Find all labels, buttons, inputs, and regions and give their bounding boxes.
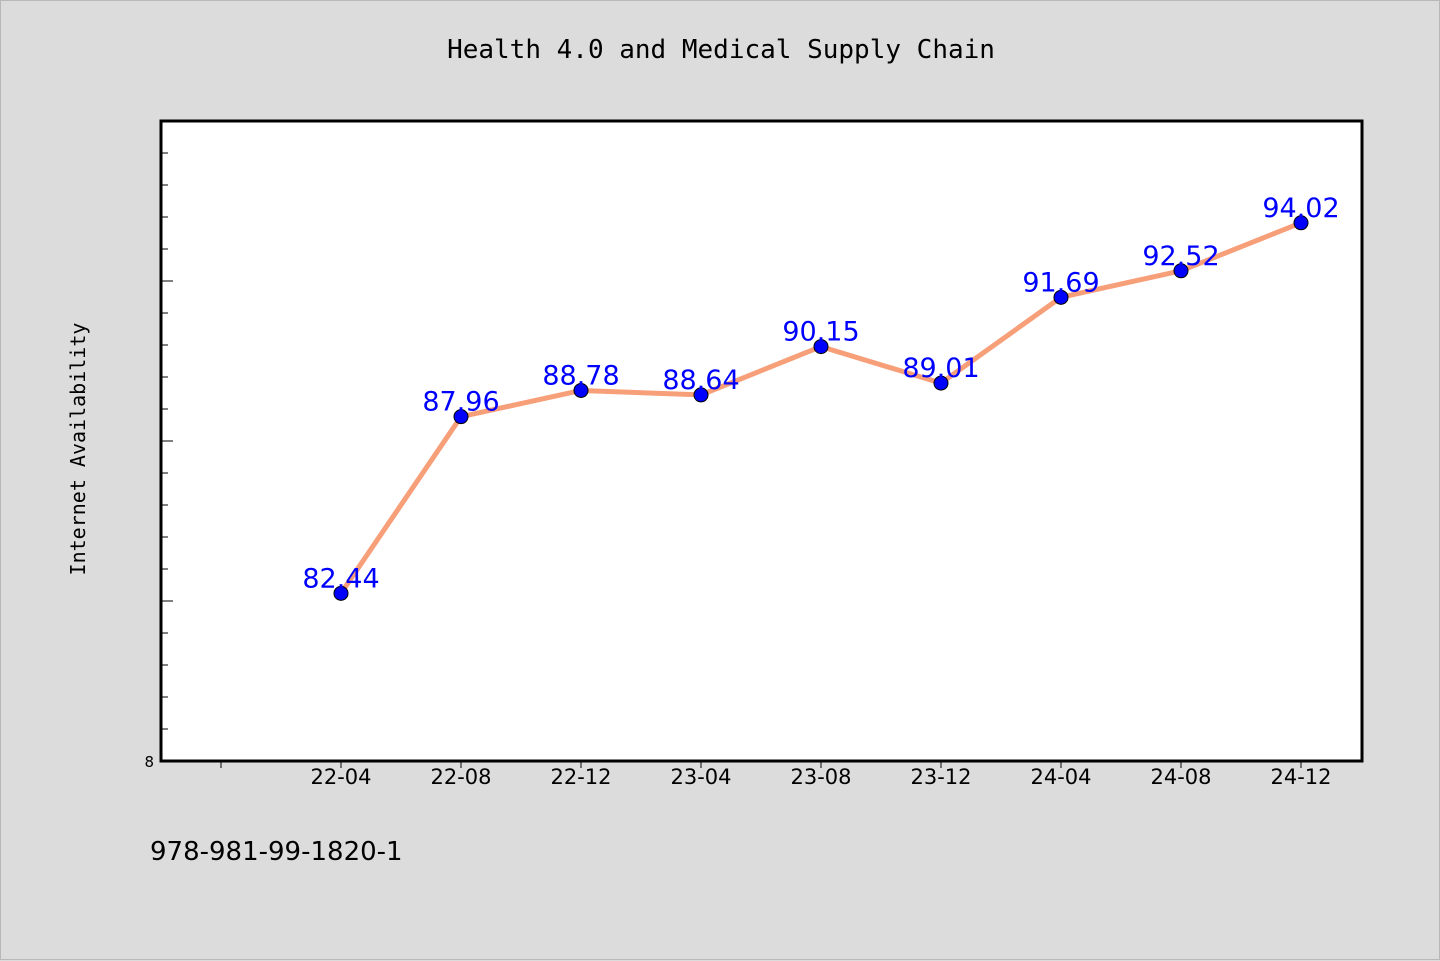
data-label: 94.02 (1262, 193, 1339, 224)
chart-title: Health 4.0 and Medical Supply Chain (447, 35, 995, 65)
data-point-marker (1173, 263, 1189, 279)
data-label: 88.64 (662, 365, 739, 396)
x-tick-label: 24-04 (1030, 765, 1091, 789)
x-tick-label: 24-12 (1270, 765, 1331, 789)
data-label: 91.69 (1022, 267, 1099, 298)
data-label: 90.15 (782, 317, 859, 348)
data-label: 88.78 (542, 360, 619, 391)
data-label: 82.44 (302, 563, 379, 594)
data-point-marker (693, 387, 709, 403)
data-point-marker (333, 585, 349, 601)
y-tick-label: 8 (144, 753, 154, 771)
data-point-marker (933, 375, 949, 391)
data-label: 92.52 (1142, 241, 1219, 272)
data-point-marker (573, 382, 589, 398)
data-label: 89.01 (902, 353, 979, 384)
data-label: 87.96 (422, 387, 499, 418)
data-point-marker (1053, 289, 1069, 305)
x-tick-label: 23-08 (790, 765, 851, 789)
x-tick-label: 22-08 (430, 765, 491, 789)
plot-area (159, 119, 1364, 763)
x-tick-label: 24-08 (1150, 765, 1211, 789)
x-tick-label: 23-04 (670, 765, 731, 789)
footer-code: 978-981-99-1820-1 (150, 837, 403, 867)
x-tick-label: 23-12 (910, 765, 971, 789)
data-point-marker (813, 339, 829, 355)
x-tick-label: 22-12 (550, 765, 611, 789)
data-point-marker (1293, 215, 1309, 231)
data-point-marker (453, 409, 469, 425)
x-tick-label: 22-04 (310, 765, 371, 789)
